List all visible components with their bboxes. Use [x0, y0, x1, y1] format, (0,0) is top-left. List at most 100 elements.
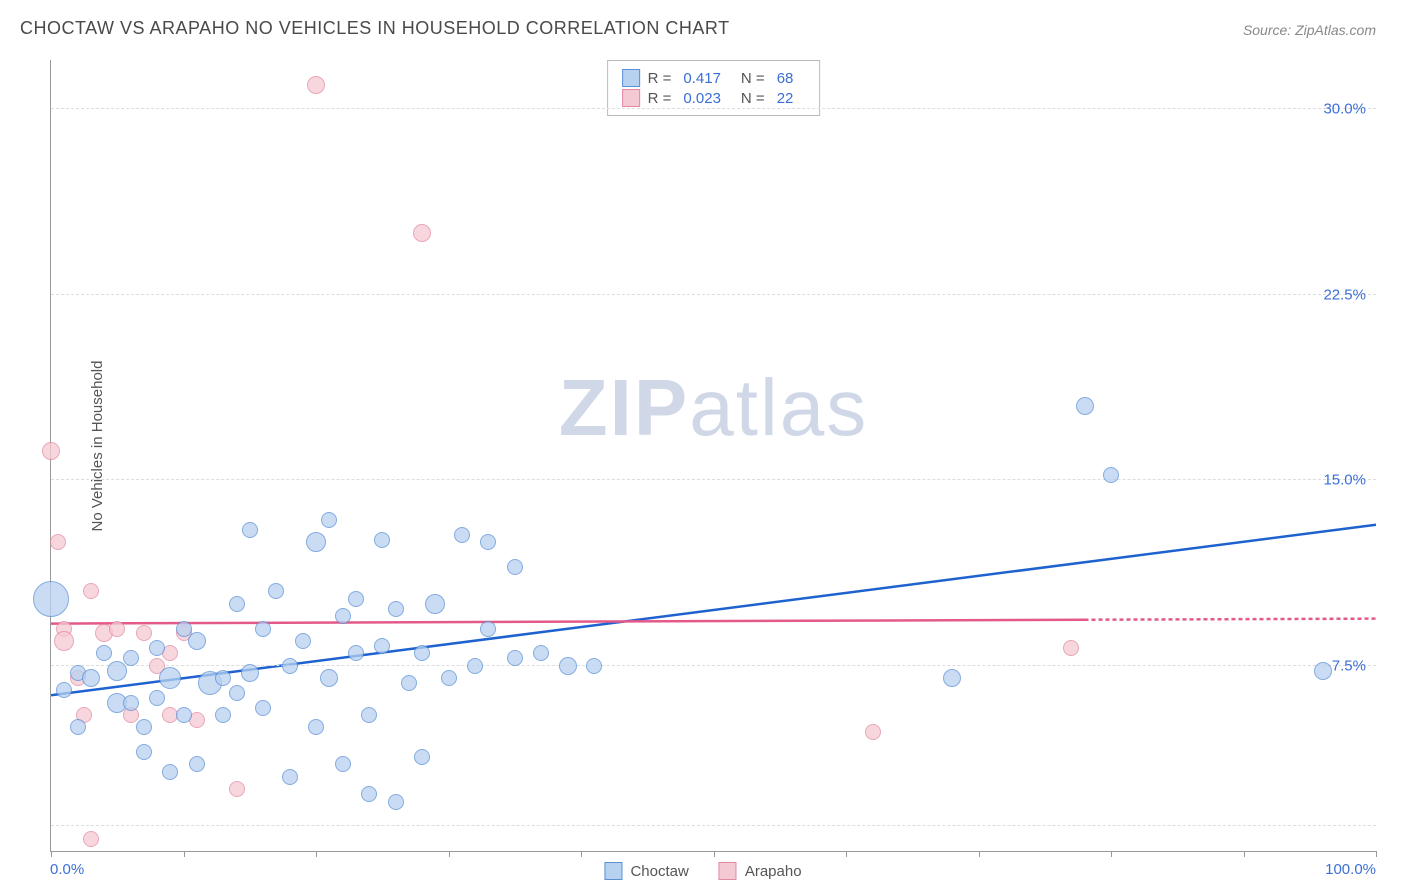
- choctaw-point: [282, 658, 298, 674]
- choctaw-point: [176, 707, 192, 723]
- stats-row-arapaho: R = 0.023 N = 22: [622, 89, 806, 107]
- n-label: N =: [741, 90, 765, 107]
- choctaw-point: [162, 764, 178, 780]
- choctaw-point: [123, 695, 139, 711]
- choctaw-point: [149, 640, 165, 656]
- choctaw-point: [306, 532, 326, 552]
- stats-row-choctaw: R = 0.417 N = 68: [622, 69, 806, 87]
- choctaw-point: [255, 621, 271, 637]
- choctaw-point: [96, 645, 112, 661]
- choctaw-point: [241, 664, 259, 682]
- x-tick: [714, 851, 715, 857]
- choctaw-point: [361, 786, 377, 802]
- x-tick: [581, 851, 582, 857]
- choctaw-point: [215, 670, 231, 686]
- gridline-h: [51, 294, 1376, 295]
- regression-line: [1085, 619, 1377, 620]
- series-legend: Choctaw Arapaho: [604, 862, 801, 880]
- choctaw-point: [159, 667, 181, 689]
- choctaw-n-value: 68: [777, 70, 794, 87]
- choctaw-point: [335, 756, 351, 772]
- choctaw-point: [507, 559, 523, 575]
- gridline-h: [51, 479, 1376, 480]
- x-tick: [316, 851, 317, 857]
- x-tick: [846, 851, 847, 857]
- choctaw-point: [136, 719, 152, 735]
- choctaw-label: Choctaw: [630, 863, 688, 880]
- choctaw-point: [255, 700, 271, 716]
- choctaw-point: [82, 669, 100, 687]
- choctaw-point: [149, 690, 165, 706]
- y-tick-label: 7.5%: [1332, 657, 1366, 674]
- choctaw-point: [348, 591, 364, 607]
- x-axis-min-label: 0.0%: [50, 861, 84, 878]
- arapaho-point: [42, 442, 60, 460]
- arapaho-point: [83, 583, 99, 599]
- choctaw-point: [388, 794, 404, 810]
- choctaw-point: [282, 769, 298, 785]
- arapaho-point: [307, 76, 325, 94]
- choctaw-point: [414, 645, 430, 661]
- x-tick: [449, 851, 450, 857]
- choctaw-point: [188, 632, 206, 650]
- choctaw-point: [454, 527, 470, 543]
- choctaw-point: [361, 707, 377, 723]
- choctaw-point: [56, 682, 72, 698]
- choctaw-point: [374, 638, 390, 654]
- choctaw-point: [229, 685, 245, 701]
- arapaho-r-value: 0.023: [683, 90, 721, 107]
- r-label: R =: [648, 70, 672, 87]
- source-attribution: Source: ZipAtlas.com: [1243, 22, 1376, 38]
- choctaw-point: [943, 669, 961, 687]
- choctaw-point: [242, 522, 258, 538]
- choctaw-point: [586, 658, 602, 674]
- choctaw-point: [136, 744, 152, 760]
- regression-line: [51, 620, 1085, 624]
- n-label: N =: [741, 70, 765, 87]
- choctaw-point: [401, 675, 417, 691]
- choctaw-point: [480, 621, 496, 637]
- choctaw-r-value: 0.417: [683, 70, 721, 87]
- choctaw-point: [320, 669, 338, 687]
- choctaw-point: [480, 534, 496, 550]
- y-tick-label: 15.0%: [1323, 472, 1366, 489]
- plot-area: ZIPatlas R = 0.417 N = 68 R = 0.023 N = …: [50, 60, 1376, 852]
- choctaw-point: [348, 645, 364, 661]
- watermark-rest: atlas: [689, 363, 868, 452]
- choctaw-point: [123, 650, 139, 666]
- choctaw-point: [268, 583, 284, 599]
- arapaho-point: [413, 224, 431, 242]
- choctaw-point: [441, 670, 457, 686]
- choctaw-point: [467, 658, 483, 674]
- choctaw-point: [335, 608, 351, 624]
- choctaw-point: [388, 601, 404, 617]
- x-axis-max-label: 100.0%: [1325, 861, 1376, 878]
- choctaw-point: [308, 719, 324, 735]
- arapaho-swatch: [719, 862, 737, 880]
- choctaw-point: [507, 650, 523, 666]
- arapaho-point: [229, 781, 245, 797]
- y-tick-label: 22.5%: [1323, 286, 1366, 303]
- arapaho-point: [865, 724, 881, 740]
- choctaw-point: [559, 657, 577, 675]
- r-label: R =: [648, 90, 672, 107]
- legend-item-arapaho: Arapaho: [719, 862, 802, 880]
- arapaho-point: [83, 831, 99, 847]
- x-tick: [1376, 851, 1377, 857]
- y-tick-label: 30.0%: [1323, 101, 1366, 118]
- choctaw-point: [33, 581, 69, 617]
- arapaho-n-value: 22: [777, 90, 794, 107]
- gridline-h: [51, 108, 1376, 109]
- x-tick: [1111, 851, 1112, 857]
- arapaho-label: Arapaho: [745, 863, 802, 880]
- choctaw-point: [414, 749, 430, 765]
- chart-title: CHOCTAW VS ARAPAHO NO VEHICLES IN HOUSEH…: [20, 18, 730, 39]
- x-tick: [51, 851, 52, 857]
- choctaw-point: [425, 594, 445, 614]
- choctaw-point: [189, 756, 205, 772]
- arapaho-point: [50, 534, 66, 550]
- arapaho-point: [136, 625, 152, 641]
- choctaw-swatch: [622, 69, 640, 87]
- choctaw-point: [70, 719, 86, 735]
- legend-item-choctaw: Choctaw: [604, 862, 688, 880]
